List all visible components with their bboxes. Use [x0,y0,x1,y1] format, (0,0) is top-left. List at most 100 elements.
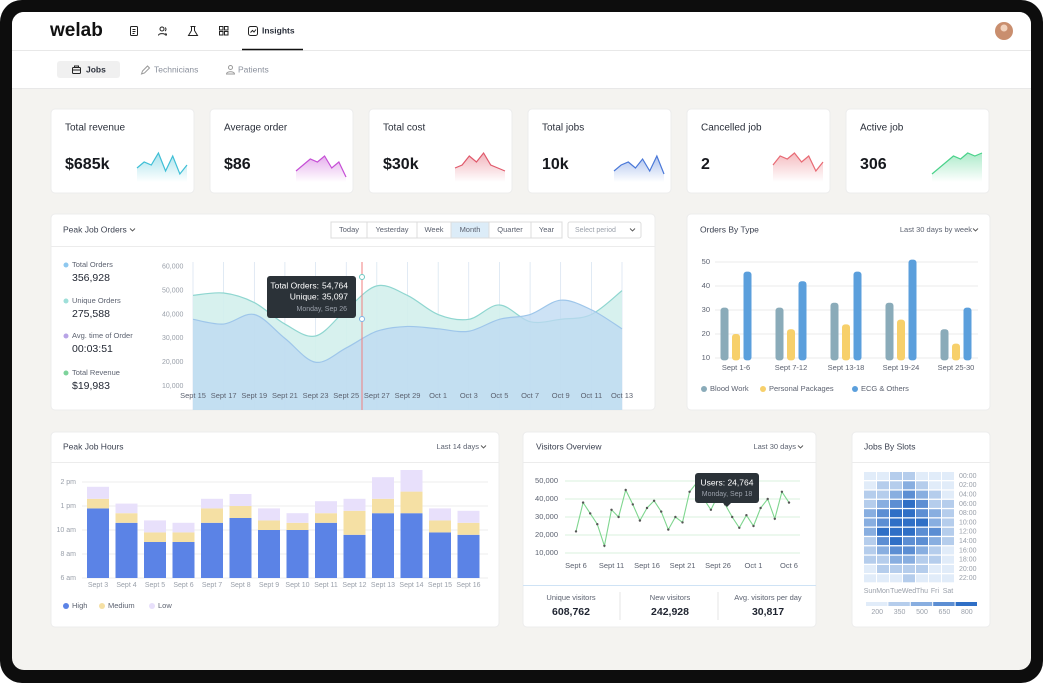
period-button[interactable] [530,221,563,239]
legend-label: Blood Work [710,384,749,393]
legend-label: Personal Packages [769,384,834,393]
period-label[interactable]: Year [539,225,555,234]
x-tick-label: Sept 29 [395,391,421,400]
point [773,517,776,520]
bar-segment [286,513,309,523]
bar-segment [87,486,109,499]
chart-title: Peak Job Orders [63,224,127,234]
heat-cell [903,527,915,536]
tab-technicians[interactable]: Technicians [154,64,198,74]
stat-value: 30,817 [752,606,784,618]
x-tick-label: Sun [864,588,877,595]
heat-cell [942,490,954,499]
tab-patients[interactable]: Patients [238,64,269,74]
heat-cell [942,499,954,508]
period-select[interactable] [567,221,642,239]
legend-dot [99,603,105,609]
heat-cell [929,509,941,518]
series-area [193,300,622,410]
bar [787,329,795,361]
y-tick-label: 20,000 [535,530,558,539]
tooltip-pointer [723,503,731,507]
nav-icons[interactable] [130,26,258,36]
heat-cell [877,574,889,583]
tab-jobs[interactable]: Jobs [86,64,106,74]
heat-cell [864,509,876,518]
x-tick-label: Sept 16 [634,561,660,570]
x-tick-label: Sept 25 [333,391,359,400]
period-label[interactable]: Yesterday [375,225,408,234]
bar [830,302,839,361]
y-tick-label: 10:00 [959,519,977,526]
period-select-label: Select period [575,227,616,234]
x-tick-label: Sept 15 [428,582,452,589]
stat-value: 242,928 [651,606,689,618]
bar [952,343,960,361]
x-tick-label: Sept 27 [364,391,390,400]
tooltip-label: Total Orders: [270,280,319,290]
heat-cell [864,565,876,573]
kpi-value: 10k [542,156,569,173]
bar-segment [400,470,423,492]
tab-icon-patients [228,65,233,70]
kpi-value: $30k [383,156,419,173]
nav-icon-insights[interactable] [248,26,258,36]
heat-cell [942,527,954,536]
nav-icon-doc[interactable] [130,26,138,36]
tooltip-date: Monday, Sep 26 [297,306,348,313]
bar-segment [372,513,394,578]
period-label[interactable]: Today [339,225,359,234]
period-label[interactable]: Week [424,225,443,234]
tooltip-value: 35,097 [322,291,348,301]
bar-segment [258,508,280,521]
kpi-label: Total cost [383,123,425,134]
period-label[interactable]: Month [460,225,481,234]
x-tick-label: Sept 17 [211,391,237,400]
y-tick-label: 04:00 [959,491,977,498]
nav-icon-grid[interactable] [219,26,224,31]
stat-value: 356,928 [72,272,110,284]
tooltip [695,473,759,503]
heat-cell [903,555,915,564]
x-tick-label: Sept 5 [145,582,165,589]
heat-cell [929,565,941,573]
y-tick-label: 60,000 [162,264,184,271]
heat-cell [890,537,902,546]
x-tick-label: Oct 1 [745,561,763,570]
stat-value: $19,983 [72,380,110,392]
bar-segment [229,506,252,518]
heat-cell [903,565,915,573]
sparkline [772,152,824,173]
nav-icon-users[interactable] [159,26,165,32]
heat-cell [942,518,954,527]
sparkline [613,154,665,175]
period-label[interactable]: Last 30 days by week [900,225,972,234]
point [738,526,741,529]
point [603,544,606,547]
bar-segment [87,508,109,578]
x-tick-label: Sept 11 [599,561,624,570]
period-label[interactable]: Quarter [497,225,523,234]
period-label[interactable]: Last 30 days [753,442,796,451]
bar [940,329,949,361]
heat-cell [890,546,902,555]
point [624,488,627,492]
heat-cell [929,472,941,480]
period-label[interactable]: Last 14 days [436,442,479,451]
sparkline-area [455,153,505,182]
nav-icon-lab[interactable] [187,26,199,36]
colorbar-label: 650 [939,609,951,616]
bar-segment [457,534,480,578]
x-tick-label: Oct 1 [429,391,447,400]
x-tick-label: Sept 1-6 [722,363,750,372]
bar-segment [144,520,166,533]
x-tick-label: Sept 16 [456,582,480,589]
bar-segment [429,508,451,521]
logo: welab [49,20,103,41]
bar-segment [429,520,451,533]
heat-cell [942,574,954,583]
heat-cell [916,481,928,490]
nav-active-tab[interactable]: Insights [262,25,295,35]
hover-point [359,316,365,322]
